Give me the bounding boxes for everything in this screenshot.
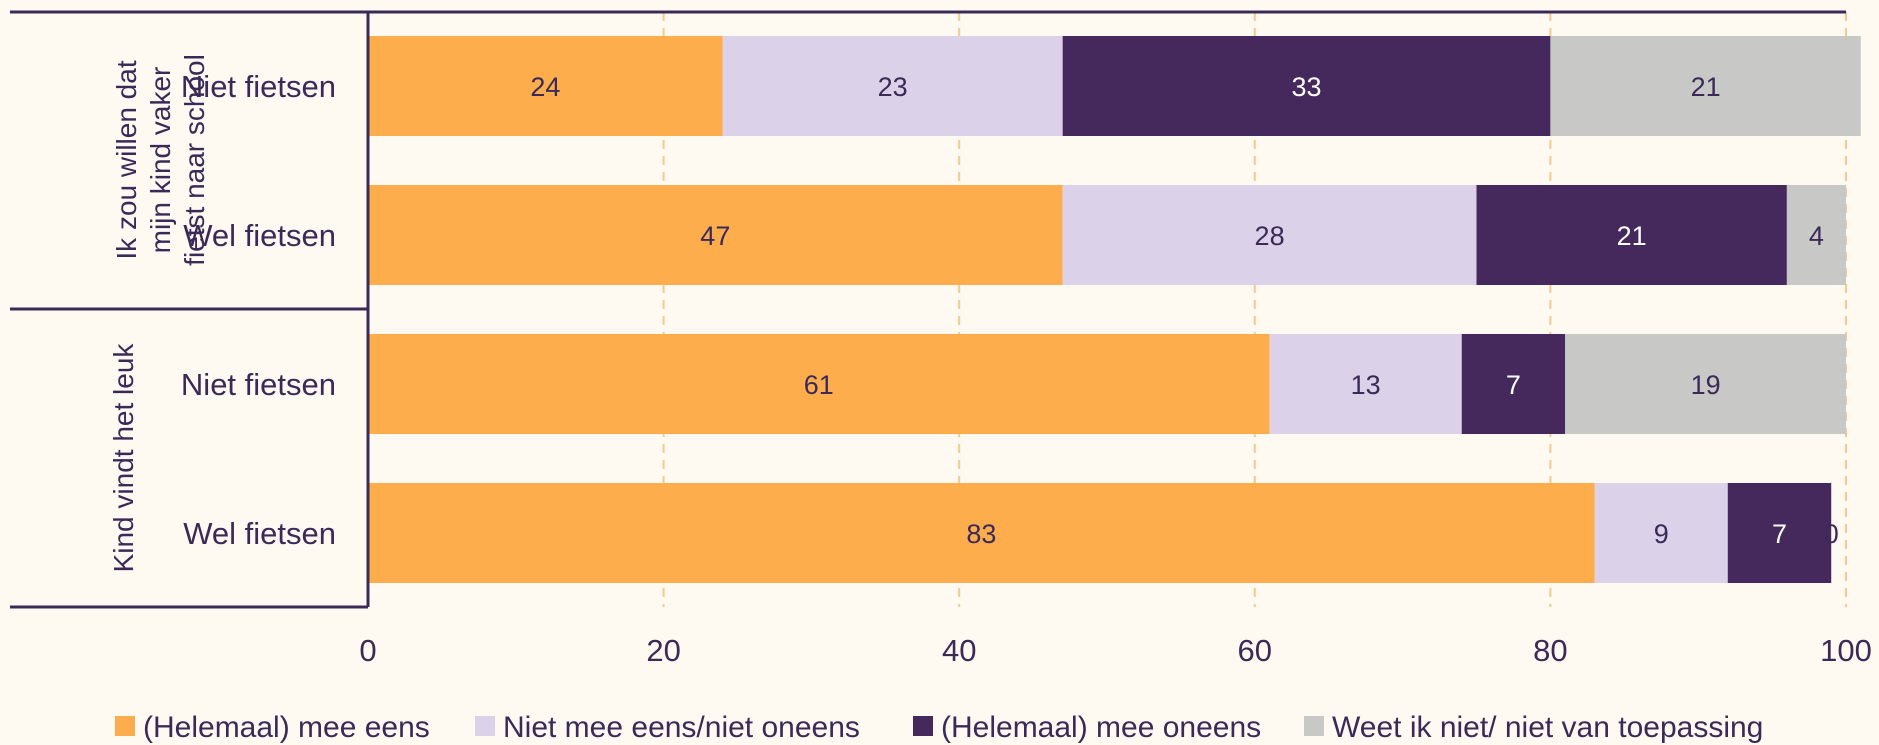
group-label-0: Ik zou willen dat mijn kind vaker fietst n… <box>111 54 210 266</box>
bar-row0-series0 <box>368 36 723 136</box>
legend: (Helemaal) mee eens Niet mee eens/niet on… <box>115 711 1763 744</box>
category-label-3: Wel fietsen <box>183 516 336 551</box>
data-label-row2-series1: 13 <box>1351 370 1381 400</box>
bar-row0-series2 <box>1062 36 1551 136</box>
data-label-row0-series2: 33 <box>1292 72 1322 102</box>
category-label-1: Wel fietsen <box>183 218 336 253</box>
legend-swatch-0 <box>115 716 135 736</box>
bar-row3-series1 <box>1594 483 1728 583</box>
bar-row2-series3 <box>1565 334 1846 434</box>
legend-label-3: Weet ik niet/ niet van toepassing <box>1332 711 1763 744</box>
data-label-row3-series3: 0 <box>1824 519 1839 549</box>
legend-swatch-3 <box>1304 716 1324 736</box>
legend-swatch-1 <box>475 716 495 736</box>
bar-row0-series1 <box>722 36 1063 136</box>
bar-row1-series3 <box>1786 185 1846 285</box>
bar-row3-series2 <box>1727 483 1832 583</box>
x-tick-label-80: 80 <box>1533 633 1567 668</box>
x-tick-label-40: 40 <box>942 633 976 668</box>
category-label-0: Niet fietsen <box>181 69 336 104</box>
legend-label-0: (Helemaal) mee eens <box>143 711 430 744</box>
data-label-row0-series1: 23 <box>878 72 908 102</box>
data-label-row2-series3: 19 <box>1691 370 1721 400</box>
data-label-row1-series2: 21 <box>1617 221 1647 251</box>
data-label-row3-series0: 83 <box>966 519 996 549</box>
bar-row2-series0 <box>368 334 1270 434</box>
x-axis-ticks: 0 20 40 60 80 100 <box>359 633 1871 668</box>
bar-row1-series2 <box>1476 185 1787 285</box>
data-label-row3-series2: 7 <box>1772 519 1787 549</box>
group-label-line: Ik zou willen dat <box>111 60 142 259</box>
category-labels: Niet fietsen Wel fietsen Niet fietsen Wel f… <box>108 54 336 572</box>
x-tick-label-0: 0 <box>359 633 376 668</box>
bar-row2-series1 <box>1269 334 1462 434</box>
data-label-row1-series0: 47 <box>700 221 730 251</box>
data-label-row0-series3: 21 <box>1691 72 1721 102</box>
x-tick-label-60: 60 <box>1238 633 1272 668</box>
legend-label-2: (Helemaal) mee oneens <box>941 711 1261 744</box>
group-label-line: fietst naar school <box>179 54 210 266</box>
legend-label-1: Niet mee eens/niet oneens <box>503 711 860 744</box>
data-label-row0-series0: 24 <box>530 72 560 102</box>
axis-frame <box>10 10 1846 609</box>
group-label-line: Kind vindt het leuk <box>108 343 139 573</box>
bars: 24 23 33 21 47 28 21 4 61 13 7 19 83 9 7 0 <box>368 36 1861 583</box>
data-label-row1-series3: 4 <box>1809 221 1824 251</box>
bar-row3-series0 <box>368 483 1595 583</box>
bar-row1-series0 <box>368 185 1063 285</box>
group-label-line: mijn kind vaker <box>145 67 176 254</box>
x-tick-label-100: 100 <box>1820 633 1872 668</box>
bar-row1-series1 <box>1062 185 1477 285</box>
bar-row2-series2 <box>1461 334 1566 434</box>
legend-swatch-2 <box>913 716 933 736</box>
data-label-row3-series1: 9 <box>1654 519 1669 549</box>
data-label-row1-series1: 28 <box>1255 221 1285 251</box>
x-tick-label-20: 20 <box>646 633 680 668</box>
data-label-row2-series2: 7 <box>1506 370 1521 400</box>
bar-row0-series3 <box>1550 36 1861 136</box>
data-label-row2-series0: 61 <box>804 370 834 400</box>
category-label-2: Niet fietsen <box>181 367 336 402</box>
group-label-1: Kind vindt het leuk <box>108 343 139 573</box>
